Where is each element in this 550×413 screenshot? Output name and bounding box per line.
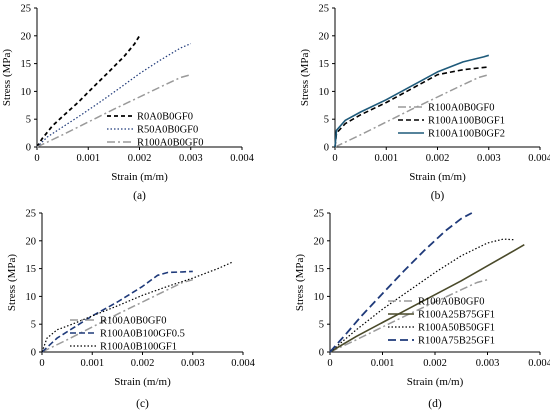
- x-tick-label: 0.004: [231, 358, 255, 369]
- y-axis-label: Stress (MPa): [294, 254, 306, 311]
- legend-entry-label: R100A0B100GF1: [100, 342, 177, 353]
- series-line-R50A0B0GF0: [36, 43, 192, 148]
- series-line-R100A50B50GF1: [329, 238, 514, 353]
- x-tick-label: 0.003: [181, 358, 205, 369]
- legend-entry-label: R100A0B0GF0: [100, 316, 167, 327]
- x-tick-label: 0.001: [371, 358, 395, 369]
- series-line-R100A25B75GF1: [329, 244, 525, 353]
- x-tick-label: 0.002: [128, 153, 152, 164]
- legend-entry-label: R100A75B25GF1: [418, 336, 495, 347]
- y-tick-label: 10: [26, 292, 37, 303]
- x-axis-label: Strain (m/m): [114, 376, 171, 388]
- legend-entry-label: R100A100B0GF2: [428, 129, 505, 140]
- series-line-R100A0B0GF0: [36, 73, 191, 148]
- x-tick-label: 0.002: [131, 358, 155, 369]
- series-line-R100A100B0GF1: [334, 66, 489, 148]
- x-tick-label: 0: [39, 358, 44, 369]
- x-tick-label: 0: [34, 153, 39, 164]
- y-tick-label: 5: [324, 115, 329, 126]
- x-axis-label: Strain (m/m): [111, 171, 168, 183]
- chart-panel-1: 0 5 10 15 20 25 0 0.001 0.002 0.003 0.004 Strain (m…: [299, 4, 550, 203]
- y-tick-label: 5: [319, 320, 324, 331]
- x-axis-label: Strain (m/m): [407, 376, 464, 388]
- x-tick-label: 0.004: [230, 153, 254, 164]
- y-tick-label: 15: [21, 59, 32, 70]
- legend-entry-label: R100A100B0GF1: [428, 116, 505, 127]
- y-tick-label: 20: [21, 31, 32, 42]
- y-axis-label: Stress (MPa): [299, 49, 311, 106]
- legend: R100A0B0GF0 R100A0B100GF0.5 R100A0B100GF1: [70, 316, 185, 353]
- x-tick-label: 0: [332, 153, 337, 164]
- y-tick-label: 10: [21, 87, 32, 98]
- x-tick-label: 0.003: [476, 358, 500, 369]
- legend-entry-label: R100A25B75GF1: [418, 310, 495, 321]
- x-tick-label: 0.004: [528, 153, 550, 164]
- series-line-R100A0B100GF0.5: [41, 270, 193, 353]
- legend-entry-label: R100A0B0GF0: [137, 138, 204, 149]
- panel-caption: (d): [428, 398, 442, 410]
- legend: R100A0B0GF0 R100A25B75GF1 R100A50B50GF1 R10…: [388, 297, 495, 347]
- chart-panel-0: 0 5 10 15 20 25 0 0.001 0.002 0.003 0.004 Strain (m…: [1, 4, 255, 203]
- chart-panel-2: 0 5 10 15 20 25 0 0.001 0.002 0.003 0.004 Strain (m…: [6, 209, 256, 411]
- series-line-R100A0B100GF1: [41, 261, 234, 353]
- x-tick-label: 0.002: [426, 153, 450, 164]
- y-tick-label: 25: [26, 209, 37, 220]
- y-tick-label: 5: [26, 115, 31, 126]
- y-tick-label: 10: [319, 87, 330, 98]
- legend-entry-label: R100A0B0GF0: [418, 297, 485, 308]
- y-tick-label: 0: [319, 348, 324, 359]
- panel-caption: (a): [133, 190, 146, 202]
- y-tick-label: 15: [26, 264, 37, 275]
- x-tick-label: 0.004: [528, 358, 550, 369]
- legend: R0A0B0GF0 R50A0B0GF0 R100A0B0GF0: [107, 112, 204, 149]
- x-axis-label: Strain (m/m): [409, 171, 466, 183]
- x-tick-label: 0.001: [80, 358, 104, 369]
- legend-entry-label: R50A0B0GF0: [137, 125, 198, 136]
- x-tick-label: 0: [327, 358, 332, 369]
- y-tick-label: 25: [21, 4, 32, 15]
- y-tick-label: 20: [26, 236, 37, 247]
- x-tick-label: 0.001: [374, 153, 398, 164]
- y-tick-label: 0: [31, 348, 36, 359]
- y-tick-label: 10: [314, 292, 325, 303]
- series-line-R100A100B0GF2: [334, 54, 490, 148]
- x-tick-label: 0.003: [477, 153, 501, 164]
- series-line-R0A0B0GF0: [36, 35, 141, 148]
- series-line-R100A0B0GF0: [41, 278, 194, 353]
- y-tick-label: 5: [31, 320, 36, 331]
- y-axis-label: Stress (MPa): [6, 254, 18, 311]
- y-tick-label: 0: [324, 143, 329, 154]
- x-tick-label: 0.001: [76, 153, 100, 164]
- chart-panel-3: 0 5 10 15 20 25 0 0.001 0.002 0.003 0.004 Strain (m…: [294, 209, 550, 411]
- x-tick-label: 0.002: [423, 358, 447, 369]
- series-line-R100A0B0GF0: [334, 73, 489, 148]
- legend-entry-label: R0A0B0GF0: [137, 112, 193, 123]
- y-axis-label: Stress (MPa): [1, 49, 13, 106]
- y-tick-label: 0: [26, 143, 31, 154]
- legend-entry-label: R100A0B0GF0: [428, 103, 495, 114]
- legend-entry-label: R100A0B100GF0.5: [100, 329, 185, 340]
- y-tick-label: 25: [319, 4, 330, 15]
- legend: R100A0B0GF0 R100A100B0GF1 R100A100B0GF2: [398, 103, 505, 140]
- panel-caption: (b): [431, 190, 445, 202]
- y-tick-label: 15: [314, 264, 325, 275]
- y-tick-label: 25: [314, 209, 325, 220]
- x-tick-label: 0.003: [179, 153, 203, 164]
- y-tick-label: 15: [319, 59, 330, 70]
- series-line-R100A75B25GF1: [329, 212, 473, 353]
- series-line-R100A0B0GF0: [329, 278, 488, 353]
- y-tick-label: 20: [314, 236, 325, 247]
- legend-entry-label: R100A50B50GF1: [418, 323, 495, 334]
- panel-caption: (c): [136, 398, 149, 410]
- y-tick-label: 20: [319, 31, 330, 42]
